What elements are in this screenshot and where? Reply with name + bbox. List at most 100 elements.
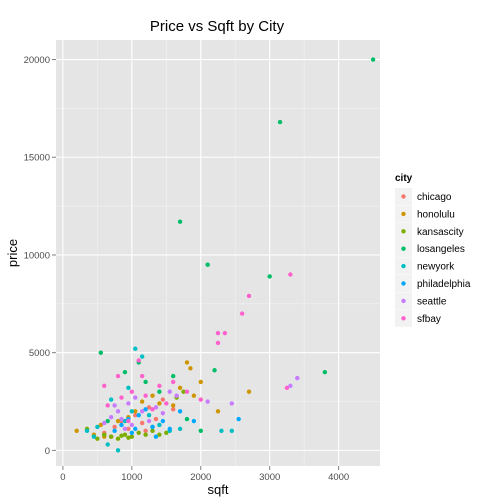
data-point-chicago bbox=[112, 424, 117, 430]
data-point-sfbay bbox=[126, 418, 131, 424]
minor-grid bbox=[56, 40, 380, 466]
data-point-seattle bbox=[122, 426, 128, 432]
data-point-seattle bbox=[112, 403, 117, 408]
data-point-kansascity bbox=[143, 432, 148, 437]
data-point-sfbay bbox=[129, 389, 135, 394]
data-point-losangeles bbox=[322, 370, 328, 375]
data-point-losangeles bbox=[122, 370, 128, 375]
data-point-philadelphia bbox=[136, 412, 141, 418]
data-point-newyork bbox=[129, 409, 135, 414]
data-point-sfbay bbox=[115, 373, 121, 379]
data-point-kansascity bbox=[102, 432, 107, 437]
data-point-losangeles bbox=[205, 262, 210, 267]
legend-swatch-philadelphia bbox=[401, 281, 406, 286]
data-point-seattle bbox=[174, 393, 179, 398]
data-point-seattle bbox=[153, 405, 159, 410]
legend-label-sfbay: sfbay bbox=[417, 314, 441, 325]
data-point-chicago bbox=[153, 416, 159, 422]
data-point-newyork bbox=[133, 346, 138, 351]
data-point-seattle bbox=[115, 409, 121, 414]
data-point-losangeles bbox=[267, 274, 272, 279]
data-point-philadelphia bbox=[112, 428, 117, 434]
data-point-losangeles bbox=[170, 373, 176, 379]
data-point-newyork bbox=[84, 428, 90, 434]
data-point-sfbay bbox=[119, 395, 124, 400]
data-point-chicago bbox=[133, 412, 138, 418]
legend-label-philadelphia: philadelphia bbox=[417, 279, 471, 290]
plot-panel bbox=[56, 40, 380, 466]
data-point-newyork bbox=[146, 412, 152, 418]
data-point-losangeles bbox=[212, 368, 217, 373]
data-point-honolulu bbox=[115, 418, 121, 424]
data-point-sfbay bbox=[105, 403, 110, 408]
data-point-chicago bbox=[126, 426, 131, 432]
y-tick-label: 5000 bbox=[29, 348, 50, 359]
legend-label-honolulu: honolulu bbox=[417, 209, 455, 220]
data-point-kansascity bbox=[129, 434, 135, 439]
data-point-honolulu bbox=[184, 360, 190, 365]
data-point-philadelphia bbox=[119, 422, 124, 428]
data-point-honolulu bbox=[198, 379, 203, 385]
legend-label-chicago: chicago bbox=[417, 192, 452, 203]
data-point-sfbay bbox=[215, 330, 221, 336]
legend-swatch-newyork bbox=[401, 263, 406, 269]
data-point-sfbay bbox=[246, 293, 252, 299]
data-point-kansascity bbox=[119, 433, 124, 438]
data-point-sfbay bbox=[215, 340, 221, 346]
x-tick-label: 4000 bbox=[328, 472, 349, 483]
legend-label-newyork: newyork bbox=[417, 262, 455, 273]
legend-swatch-honolulu bbox=[401, 211, 406, 217]
data-point-sfbay bbox=[150, 407, 155, 412]
data-point-honolulu bbox=[133, 409, 138, 414]
data-point-seattle bbox=[102, 420, 107, 426]
data-point-seattle bbox=[133, 395, 138, 400]
data-point-philadelphia bbox=[167, 426, 172, 432]
data-point-newyork bbox=[157, 422, 162, 428]
data-point-chicago bbox=[143, 428, 148, 434]
legend-label-kansascity: kansascity bbox=[417, 227, 464, 238]
y-tick-label: 20000 bbox=[24, 55, 50, 66]
data-point-newyork bbox=[108, 397, 114, 402]
data-point-honolulu bbox=[177, 385, 183, 391]
data-point-losangeles bbox=[370, 57, 376, 62]
data-point-honolulu bbox=[74, 428, 79, 434]
data-point-kansascity bbox=[122, 432, 128, 437]
legend-swatch-seattle bbox=[401, 298, 406, 304]
x-tick-label: 3000 bbox=[259, 472, 280, 483]
x-tick-label: 0 bbox=[60, 472, 65, 483]
legend-label-losangeles: losangeles bbox=[417, 244, 465, 255]
legend-swatch-losangeles bbox=[401, 246, 406, 251]
data-point-newyork bbox=[122, 418, 128, 424]
data-point-honolulu bbox=[215, 409, 221, 414]
data-point-seattle bbox=[205, 399, 210, 404]
x-tick-label: 1000 bbox=[121, 472, 142, 483]
data-point-sfbay bbox=[136, 358, 141, 363]
data-point-chicago bbox=[170, 407, 176, 412]
data-point-kansascity bbox=[126, 435, 131, 440]
data-point-sfbay bbox=[284, 385, 290, 391]
y-axis-title: price bbox=[5, 239, 20, 267]
data-point-losangeles bbox=[143, 379, 148, 385]
data-point-seattle bbox=[288, 383, 293, 389]
data-point-kansascity bbox=[181, 389, 186, 394]
data-point-seattle bbox=[126, 401, 131, 406]
data-point-kansascity bbox=[108, 434, 114, 439]
legend-swatch-sfbay bbox=[401, 316, 406, 321]
data-point-sfbay bbox=[143, 393, 148, 398]
data-point-newyork bbox=[126, 385, 131, 391]
y-tick-label: 0 bbox=[45, 446, 50, 457]
data-point-seattle bbox=[295, 375, 300, 381]
data-point-philadelphia bbox=[236, 416, 241, 422]
data-points bbox=[74, 57, 376, 453]
legend-label-seattle: seattle bbox=[417, 296, 447, 307]
x-axis: 0 1000 2000 3000 4000 bbox=[60, 466, 349, 483]
data-point-kansascity bbox=[136, 430, 141, 435]
x-axis-title: sqft bbox=[208, 482, 229, 497]
data-point-sfbay bbox=[198, 397, 203, 402]
x-tick-label: 2000 bbox=[190, 472, 211, 483]
data-point-newyork bbox=[115, 448, 121, 453]
data-point-newyork bbox=[139, 354, 145, 359]
data-point-philadelphia bbox=[133, 426, 138, 432]
data-point-philadelphia bbox=[191, 418, 197, 424]
